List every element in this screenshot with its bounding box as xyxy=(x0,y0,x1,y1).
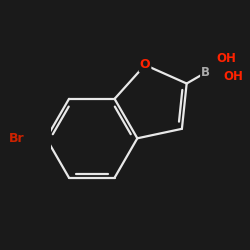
Text: O: O xyxy=(140,58,150,71)
Text: B: B xyxy=(201,66,210,79)
Text: Br: Br xyxy=(8,132,24,145)
Text: OH: OH xyxy=(217,52,236,66)
Text: OH: OH xyxy=(223,70,243,84)
